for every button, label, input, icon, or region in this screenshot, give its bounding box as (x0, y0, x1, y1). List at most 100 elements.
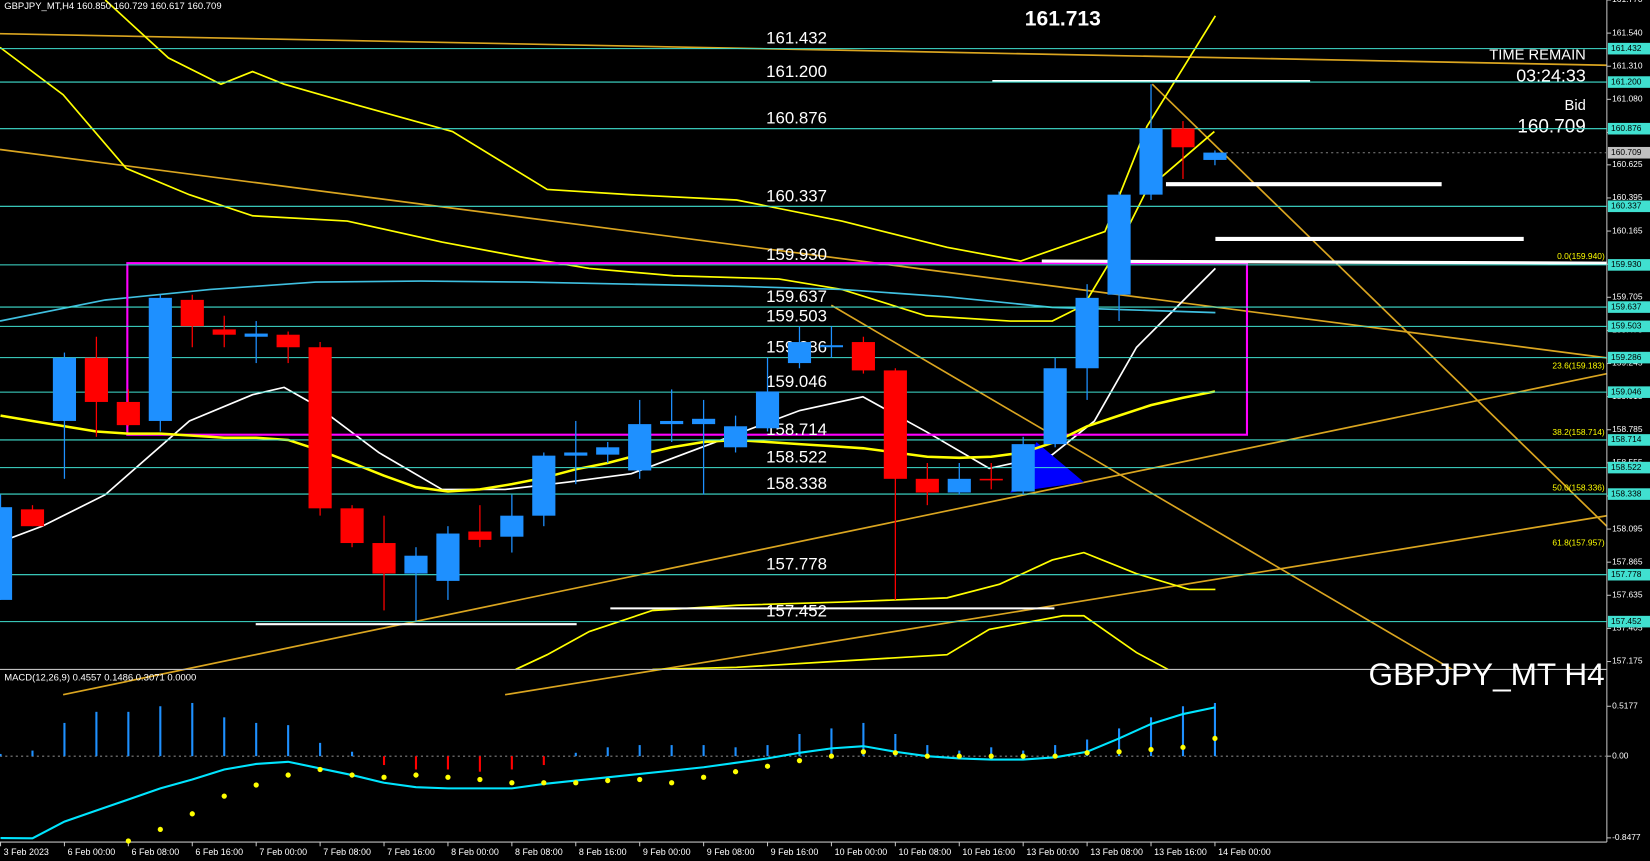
y-tick-label: 0.00 (1612, 750, 1629, 760)
signal-dot (924, 753, 930, 759)
level-label: 157.778 (766, 555, 827, 574)
level-axis-label: 159.046 (1611, 386, 1642, 396)
candle-body (596, 447, 620, 455)
level-axis-box (1607, 568, 1650, 581)
candle-body (1203, 152, 1227, 160)
candle-body (628, 424, 652, 471)
x-tick-label: 9 Feb 16:00 (771, 847, 819, 857)
macd-title: MACD(12,26,9) 0.4557 0.1486 0.3071 0.000… (4, 672, 196, 683)
histogram-bar (958, 750, 961, 757)
histogram-bar (95, 711, 98, 757)
signal-dot (860, 749, 867, 755)
candle-body (1075, 297, 1099, 369)
y-tick-label: 158.095 (1612, 523, 1643, 533)
fib-label: 61.8(157.957) (1552, 537, 1605, 547)
candle-body (180, 299, 204, 327)
histogram-bar (606, 747, 609, 757)
histogram-bar (478, 756, 481, 772)
x-tick-label: 7 Feb 08:00 (323, 847, 371, 857)
histogram-bar (191, 702, 194, 757)
level-axis-label: 159.286 (1611, 352, 1642, 362)
level-axis-box (1607, 42, 1650, 55)
level-axis-box (1607, 615, 1650, 628)
band-upper (104, 0, 1217, 262)
histogram-bar (255, 722, 258, 757)
histogram-bar (702, 745, 705, 757)
candle-body (468, 531, 492, 540)
histogram-bar (1149, 717, 1153, 757)
candle-body (915, 478, 939, 493)
level-label: 157.452 (766, 602, 827, 621)
level-axis-box (1607, 122, 1650, 135)
histogram-bar (638, 745, 641, 757)
x-tick-label: 3 Feb 2023 (4, 847, 49, 857)
histogram-bar (574, 752, 577, 757)
histogram-bar (127, 711, 130, 757)
bid-axis-box (1607, 146, 1650, 159)
histogram-bar (1118, 728, 1121, 757)
level-label: 158.338 (766, 474, 827, 493)
histogram-bar (63, 722, 66, 757)
histogram-bar (1054, 745, 1057, 757)
y-tick-label: 161.540 (1612, 27, 1643, 37)
level-label: 158.714 (766, 420, 827, 439)
level-axis-label: 161.432 (1611, 43, 1642, 53)
fib-label: 23.6(159.183) (1552, 361, 1605, 371)
y-tick-label: 157.635 (1612, 590, 1643, 600)
level-label: 160.337 (766, 186, 827, 205)
signal-dot (413, 772, 419, 778)
x-tick-label: 6 Feb 08:00 (132, 847, 180, 857)
trendline (62, 372, 1608, 696)
band-lower-outer (652, 614, 1169, 671)
x-tick-label: 14 Feb 00:00 (1218, 847, 1271, 857)
signal-dot (285, 772, 291, 778)
signal-dot (157, 826, 163, 833)
level-label: 158.522 (766, 448, 827, 467)
signal-dot (637, 776, 643, 783)
x-tick-label: 13 Feb 08:00 (1090, 847, 1143, 857)
histogram-bar (1022, 750, 1025, 757)
x-tick-label: 9 Feb 08:00 (707, 847, 755, 857)
histogram-bar (0, 753, 2, 757)
candle-body (148, 297, 172, 421)
candle-body (1139, 128, 1163, 195)
signal-dot (317, 766, 323, 773)
histogram-bar (287, 725, 290, 757)
candle-body (84, 357, 108, 402)
band-lower (515, 551, 1216, 671)
signal-dot (1212, 735, 1218, 742)
signal-dot (509, 780, 515, 786)
signal-dot (541, 780, 547, 786)
x-tick-label: 7 Feb 00:00 (259, 847, 307, 857)
histogram-bar (446, 756, 449, 770)
signal-dot (700, 774, 707, 780)
histogram-bar (382, 756, 386, 766)
histogram-bar (670, 745, 673, 757)
level-label: 161.432 (766, 29, 827, 48)
trendline (0, 148, 1607, 359)
candle-body (20, 509, 45, 527)
level-axis-label: 159.930 (1611, 259, 1642, 269)
level-axis-label: 158.338 (1611, 488, 1642, 498)
candle-body (979, 478, 1003, 481)
time-remain: 03:24:33 (1516, 66, 1586, 86)
y-tick-label: 161.080 (1612, 94, 1643, 104)
level-axis-label: 157.452 (1611, 616, 1642, 626)
histogram-bar (1213, 702, 1216, 757)
histogram-bar (798, 734, 801, 757)
signal-dot (732, 769, 739, 775)
histogram-bar (862, 722, 865, 757)
x-tick-label: 10 Feb 16:00 (962, 847, 1015, 857)
y-tick-label: 159.705 (1612, 292, 1643, 302)
level-axis-label: 159.637 (1611, 301, 1642, 311)
y-tick-label: 160.395 (1612, 192, 1643, 202)
candle-body (819, 345, 844, 348)
histogram-bar (351, 751, 354, 757)
bid-value: 160.709 (1517, 116, 1585, 137)
signal-dot (349, 772, 355, 778)
candle-body (212, 329, 236, 335)
y-tick-label: 157.175 (1612, 656, 1643, 666)
histogram-bar (766, 745, 769, 757)
signal-dot (253, 782, 259, 788)
